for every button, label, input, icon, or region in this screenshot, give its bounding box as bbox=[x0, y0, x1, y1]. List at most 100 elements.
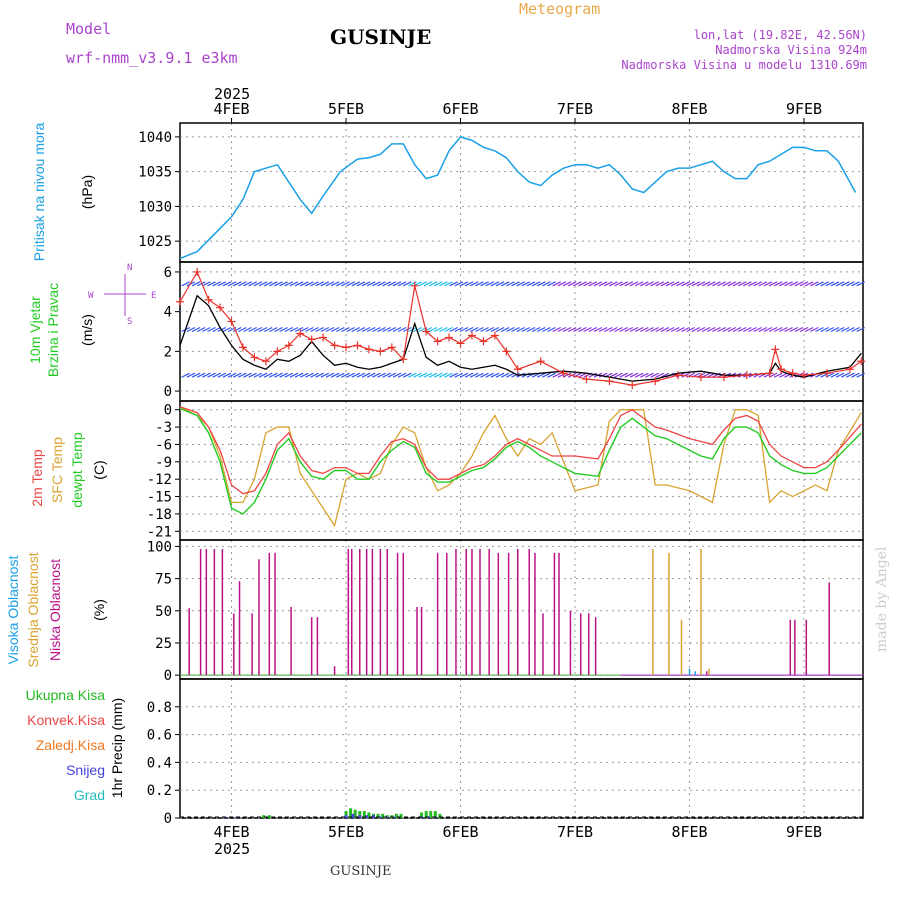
wind-arrow bbox=[665, 326, 675, 333]
wind-arrow bbox=[830, 281, 840, 287]
sfc-temp-line bbox=[179, 406, 862, 528]
wind-gust-point bbox=[399, 355, 408, 364]
wind-gust-point bbox=[822, 369, 831, 378]
wind-arrow bbox=[366, 372, 376, 378]
wind-arrow bbox=[536, 326, 546, 333]
wind-arrow bbox=[547, 281, 556, 287]
wind-arrow bbox=[356, 372, 366, 378]
wind-arrow bbox=[784, 281, 793, 287]
wind-arrow bbox=[660, 326, 670, 333]
wind-arrow bbox=[856, 326, 865, 333]
wind-arrow bbox=[469, 372, 479, 378]
wind-gust-point bbox=[176, 297, 184, 306]
wind-gust-point bbox=[674, 371, 683, 380]
wind-arrow bbox=[598, 281, 608, 287]
wind-arrow bbox=[469, 326, 479, 333]
wind-arrow bbox=[464, 372, 474, 378]
wind-arrow bbox=[567, 281, 577, 287]
wind-arrow bbox=[567, 326, 577, 333]
wind-arrow bbox=[722, 326, 732, 333]
wind-arrow bbox=[856, 372, 865, 378]
wind-arrow bbox=[294, 326, 304, 333]
precip-bar-total bbox=[420, 812, 424, 818]
wind-arrow bbox=[686, 281, 695, 287]
wind-arrow bbox=[810, 326, 819, 333]
precip-bar-total bbox=[433, 811, 437, 818]
wind-arrow bbox=[619, 326, 628, 333]
wind-arrow bbox=[341, 326, 350, 333]
wind-arrow bbox=[588, 326, 598, 333]
wind-arrow bbox=[269, 326, 278, 333]
wind-arrow bbox=[346, 372, 355, 378]
wind-arrow bbox=[284, 326, 294, 333]
wind-arrow bbox=[433, 326, 443, 333]
wind-arrow bbox=[490, 372, 500, 378]
wind-arrow bbox=[305, 372, 314, 378]
day-label-top: 9FEB bbox=[786, 100, 822, 118]
wind-arrow bbox=[325, 372, 335, 378]
y-tick-label: 0.8 bbox=[147, 700, 172, 716]
precip-bar-snow bbox=[365, 815, 369, 818]
wind-arrow bbox=[763, 372, 773, 378]
wind-arrow bbox=[578, 281, 587, 287]
wind-arrow bbox=[428, 326, 438, 333]
wind-arrow bbox=[485, 281, 494, 287]
wind-unit: (m/s) bbox=[79, 314, 95, 346]
wind-gust-point bbox=[559, 369, 568, 378]
wind-arrow bbox=[480, 281, 489, 287]
y-tick-label: 6 bbox=[164, 265, 172, 281]
y-tick-label: 1040 bbox=[138, 130, 172, 146]
wind-arrow bbox=[670, 326, 680, 333]
wind-arrow bbox=[614, 281, 623, 287]
wind-gust-point bbox=[651, 377, 660, 386]
y-tick-label: -6 bbox=[155, 437, 172, 453]
cloud-high-title: Visoka Oblacnost bbox=[5, 556, 21, 665]
wind-arrow bbox=[263, 281, 273, 287]
wind-arrow bbox=[361, 372, 371, 378]
wind-arrow bbox=[269, 372, 278, 378]
wind-arrow bbox=[784, 372, 793, 378]
wind-arrow bbox=[341, 372, 350, 378]
wind-title2: Brzina i Pravac bbox=[45, 283, 61, 377]
pressure-title: Pritisak na nivou mora bbox=[31, 123, 47, 262]
wind-arrow bbox=[428, 372, 438, 378]
precip-bar-snow bbox=[372, 815, 376, 818]
wind-arrow bbox=[444, 281, 453, 287]
wind-arrow bbox=[748, 281, 757, 287]
wind-arrow bbox=[444, 372, 453, 378]
compass-west: W bbox=[88, 291, 94, 301]
wind-gust-point bbox=[296, 329, 305, 338]
wind-arrow bbox=[640, 326, 649, 333]
model-name: wrf-nmm_v3.9.1 e3km bbox=[66, 49, 238, 67]
wind-arrow bbox=[238, 372, 247, 378]
wind-arrow bbox=[217, 372, 227, 378]
wind-arrow bbox=[408, 372, 417, 378]
precip-bar-total bbox=[424, 811, 428, 818]
wind-arrow bbox=[542, 326, 551, 333]
wind-arrow bbox=[655, 326, 665, 333]
wind-arrow bbox=[361, 326, 371, 333]
wind-arrow bbox=[804, 281, 814, 287]
wind-arrow bbox=[263, 372, 273, 378]
wind-arrow bbox=[614, 326, 623, 333]
wind-arrow bbox=[562, 326, 572, 333]
compass-east: E bbox=[151, 291, 156, 301]
wind-arrow bbox=[542, 281, 551, 287]
y-tick-label: -9 bbox=[155, 455, 172, 471]
wind-arrow bbox=[289, 281, 299, 287]
wind-arrow bbox=[779, 326, 788, 333]
wind-gust-point bbox=[204, 295, 213, 304]
day-label-top: 5FEB bbox=[328, 100, 364, 118]
wind-arrow bbox=[377, 326, 386, 333]
wind-arrow bbox=[372, 326, 381, 333]
wind-arrow bbox=[320, 372, 330, 378]
wind-arrow bbox=[191, 372, 201, 378]
wind-arrow bbox=[413, 372, 422, 378]
precip-bar-total bbox=[376, 813, 380, 818]
wind-arrow bbox=[217, 281, 227, 287]
wind-arrow bbox=[274, 326, 283, 333]
dew-title: dewpt Temp bbox=[69, 432, 85, 507]
wind-arrow bbox=[403, 326, 412, 333]
wind-arrow bbox=[320, 281, 330, 287]
wind-arrow bbox=[253, 281, 263, 287]
